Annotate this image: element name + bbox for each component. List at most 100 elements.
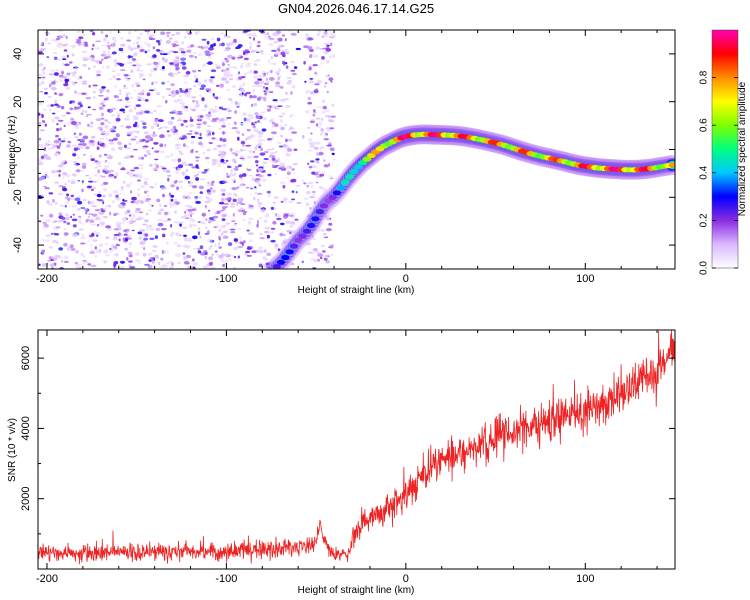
noise-dot [291, 72, 297, 76]
noise-dot [307, 251, 312, 254]
noise-dot [125, 125, 132, 129]
noise-dot [256, 223, 259, 228]
noise-dot [197, 231, 201, 236]
noise-dot [125, 93, 129, 98]
noise-dot [67, 140, 72, 144]
noise-dot [246, 71, 251, 74]
noise-dot [155, 164, 159, 169]
noise-dot [130, 175, 133, 178]
noise-dot [123, 180, 126, 184]
noise-dot [223, 73, 229, 76]
noise-dot [137, 193, 141, 197]
noise-dot [69, 81, 75, 83]
noise-dot [184, 109, 189, 112]
noise-dot [46, 200, 50, 204]
noise-dot [107, 50, 111, 54]
noise-dot [173, 99, 179, 103]
noise-dot [158, 266, 164, 268]
noise-dot [123, 62, 127, 65]
colorbar-tick-label: 0.8 [699, 70, 710, 84]
noise-dot [132, 47, 138, 50]
noise-dot [180, 57, 187, 61]
noise-dot [123, 74, 129, 77]
noise-dot [257, 135, 263, 138]
noise-dot [159, 203, 162, 207]
noise-dot [285, 165, 292, 169]
noise-dot [175, 66, 180, 71]
noise-dot [94, 246, 98, 250]
noise-dot [325, 75, 328, 78]
noise-dot [139, 32, 143, 35]
noise-dot [87, 106, 91, 109]
noise-dot [173, 60, 178, 64]
noise-dot [198, 185, 204, 190]
noise-dot [162, 95, 165, 99]
noise-dot [61, 55, 67, 59]
noise-dot [257, 120, 260, 123]
noise-dot [128, 96, 134, 100]
noise-dot [38, 162, 44, 166]
noise-dot [161, 264, 167, 267]
noise-dot [184, 175, 191, 180]
noise-dot [330, 115, 336, 118]
noise-dot [278, 45, 281, 48]
noise-dot [195, 156, 200, 159]
noise-dot [169, 205, 173, 208]
noise-dot [91, 58, 95, 62]
noise-dot [82, 255, 86, 258]
trace-core [285, 249, 294, 255]
noise-dot [329, 127, 335, 130]
noise-dot [149, 35, 154, 39]
noise-dot [209, 114, 212, 117]
noise-dot [41, 80, 45, 85]
noise-dot [292, 163, 298, 166]
noise-dot [149, 257, 153, 260]
noise-dot [44, 32, 51, 36]
noise-dot [279, 119, 284, 122]
noise-dot [194, 74, 197, 79]
noise-dot [308, 168, 312, 171]
noise-dot [284, 138, 288, 143]
noise-dot [245, 186, 250, 189]
noise-dot [306, 126, 311, 129]
noise-dot [123, 229, 127, 232]
noise-dot [194, 175, 197, 177]
noise-dot [262, 161, 268, 164]
noise-dot [185, 125, 188, 128]
noise-dot [238, 174, 243, 178]
noise-dot [48, 73, 55, 76]
noise-dot [159, 38, 163, 42]
noise-dot [239, 85, 243, 89]
noise-dot [111, 200, 116, 204]
noise-dot [193, 85, 197, 88]
noise-dot [325, 59, 330, 64]
noise-dot [38, 102, 43, 106]
noise-dot [85, 96, 92, 100]
noise-dot [258, 246, 263, 250]
noise-dot [325, 48, 332, 52]
noise-dot [113, 233, 120, 236]
noise-dot [109, 142, 115, 145]
noise-dot [272, 32, 278, 37]
noise-dot [87, 123, 90, 127]
noise-dot [183, 119, 188, 123]
noise-dot [223, 260, 229, 265]
noise-dot [82, 198, 88, 202]
noise-dot [167, 134, 172, 137]
trace-core [298, 233, 307, 239]
noise-dot [189, 116, 192, 120]
noise-dot [208, 141, 213, 145]
noise-dot [163, 169, 168, 172]
noise-dot [95, 249, 101, 254]
noise-dot [175, 89, 179, 94]
noise-dot [103, 260, 107, 264]
noise-dot [65, 174, 71, 177]
noise-dot [174, 210, 177, 214]
noise-dot [266, 190, 271, 194]
noise-dot [38, 73, 43, 76]
noise-dot [141, 240, 146, 245]
noise-dot [139, 91, 144, 95]
noise-dot [90, 223, 97, 226]
noise-dot [115, 194, 119, 199]
